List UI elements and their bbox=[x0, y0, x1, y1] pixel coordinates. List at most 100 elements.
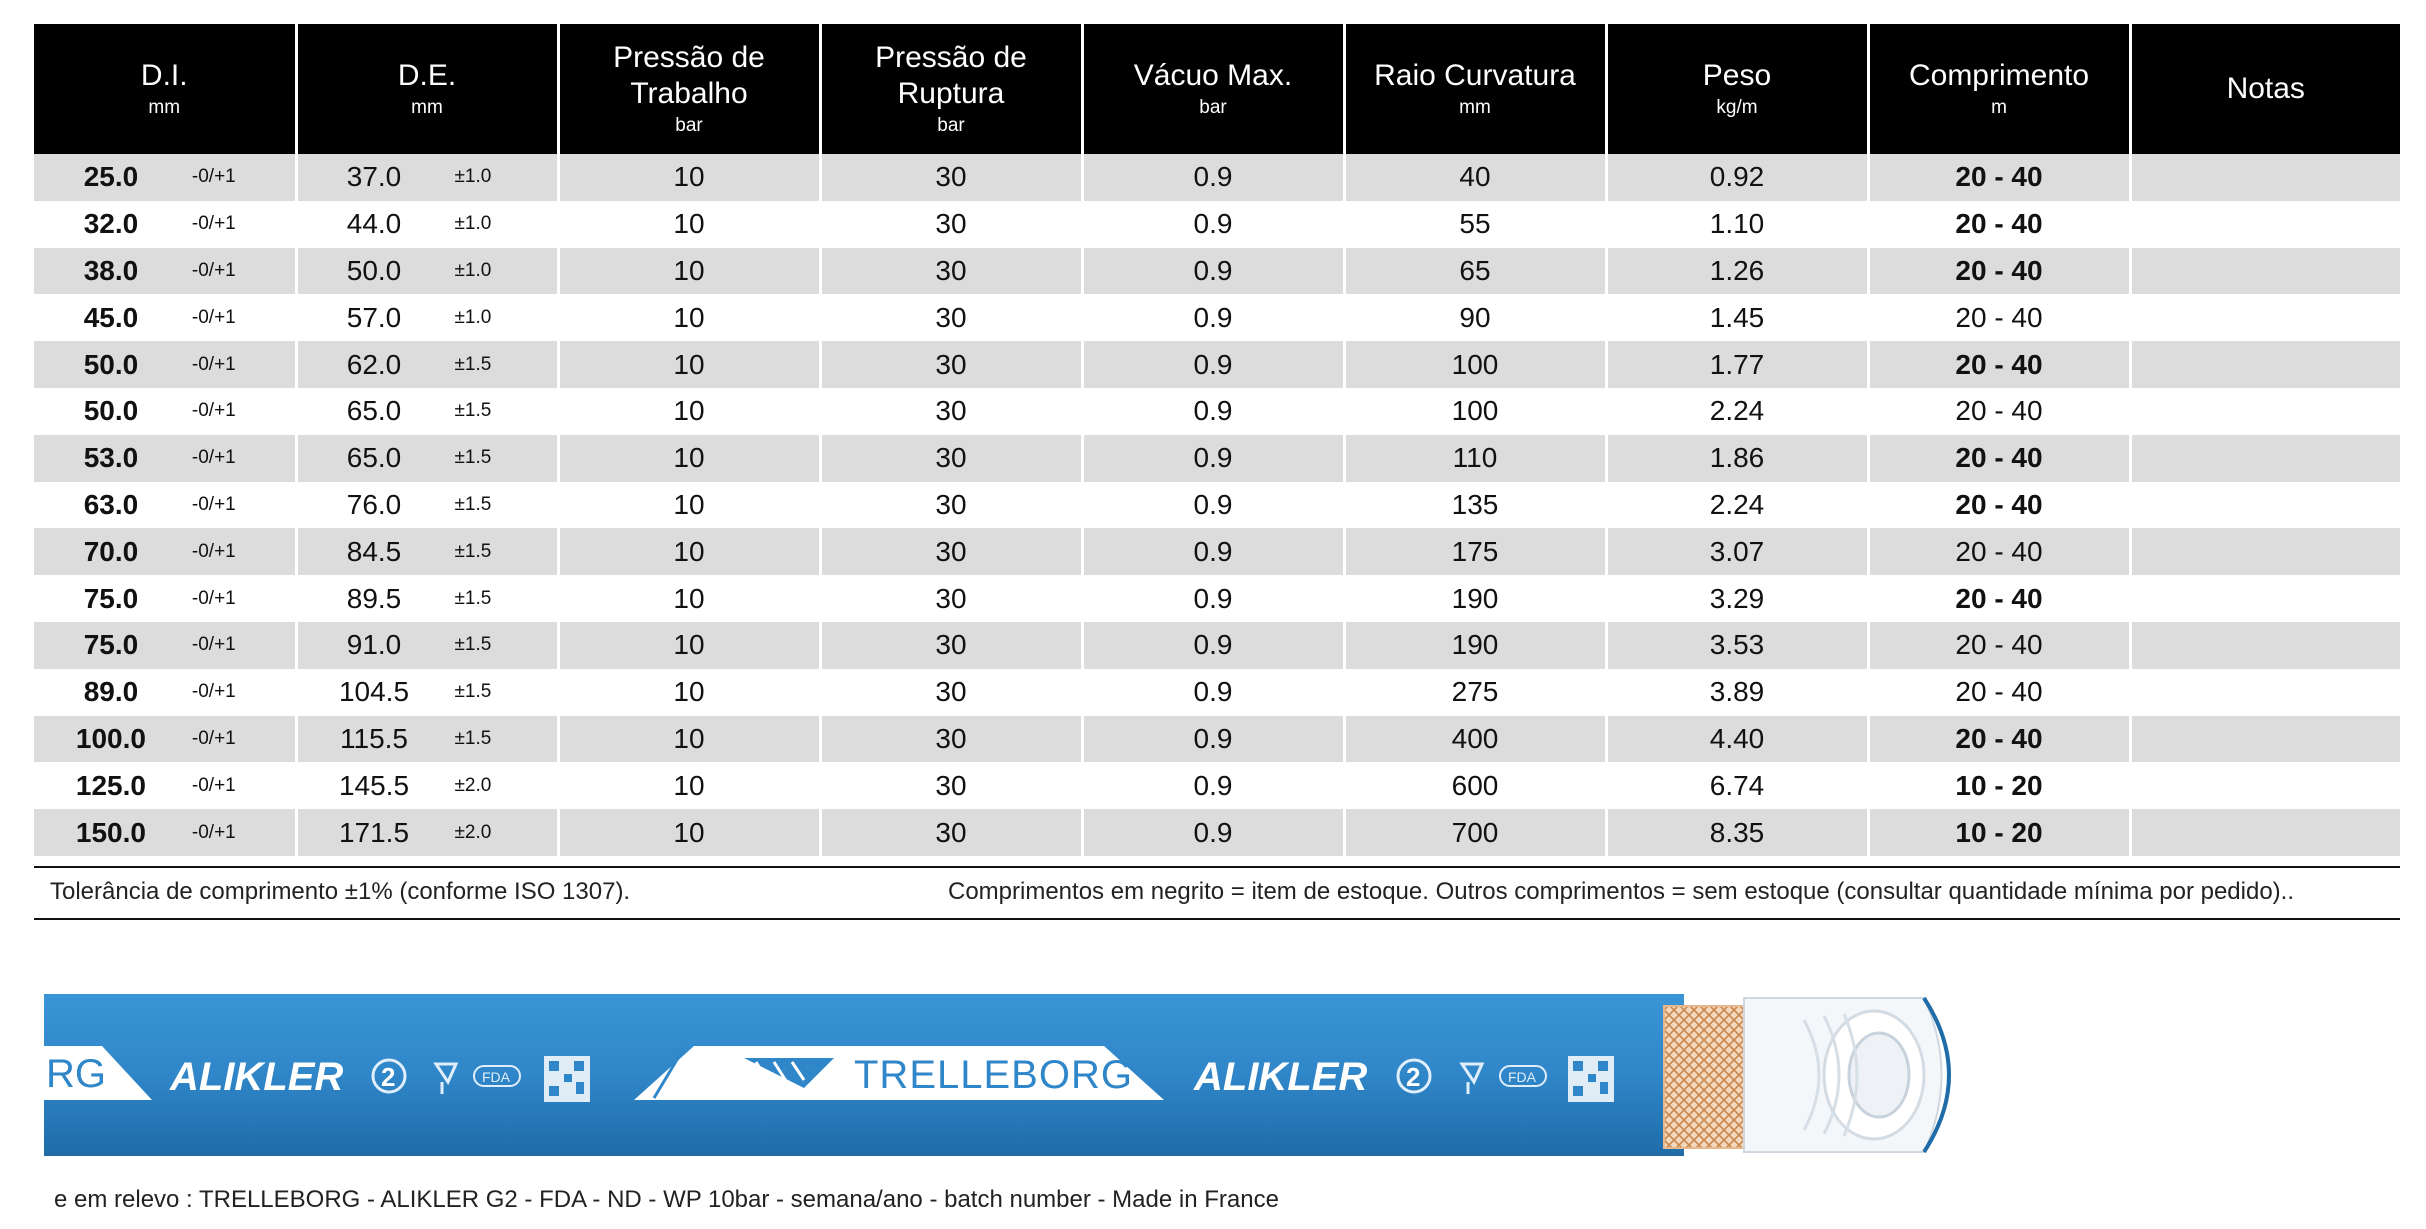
cell-notes bbox=[2130, 621, 2400, 669]
cell-inner-diameter-tolerance: -0/+1 bbox=[191, 306, 236, 328]
cell-inner-diameter: 50.0 -0/+1 bbox=[34, 341, 298, 388]
cell-inner-diameter-tolerance: -0/+1 bbox=[191, 166, 236, 188]
cell-inner-diameter: 89.0 -0/+1 bbox=[34, 668, 298, 716]
cell-bend-radius: 135 bbox=[1344, 481, 1608, 529]
cell-outer-diameter: 62.0 ±1.5 bbox=[296, 341, 560, 388]
cell-inner-diameter: 25.0 -0/+1 bbox=[34, 154, 298, 201]
cell-outer-diameter: 37.0 ±1.0 bbox=[296, 154, 560, 201]
hose-image: RG TRELLEBORG ALIKLER ALIKLER 2 FDA 2 FD… bbox=[44, 994, 1951, 1156]
table-row: 50.0 -0/+1 62.0 ±1.5 10 30 0.9 100 1.77 20 - 40 bbox=[34, 341, 2400, 388]
cell-inner-diameter: 75.0 -0/+1 bbox=[34, 621, 298, 669]
column-header: Comprimento m bbox=[1868, 24, 2132, 154]
cell-inner-diameter-tolerance: -0/+1 bbox=[191, 540, 236, 562]
cell-outer-diameter-tolerance: ±1.5 bbox=[454, 353, 492, 375]
hose-product-2: ALIKLER bbox=[1193, 1055, 1367, 1099]
cell-max-vacuum: 0.9 bbox=[1082, 387, 1346, 435]
column-header-unit: mm bbox=[411, 97, 443, 119]
cell-length: 10 - 20 bbox=[1868, 762, 2132, 810]
cell-bend-radius: 40 bbox=[1344, 154, 1608, 201]
cell-outer-diameter-tolerance: ±1.5 bbox=[454, 587, 492, 609]
cell-length: 20 - 40 bbox=[1868, 528, 2132, 576]
fda-mark-2: FDA bbox=[1508, 1069, 1537, 1085]
cell-burst-pressure: 30 bbox=[820, 575, 1084, 622]
column-header-title: Pressão de Ruptura bbox=[875, 41, 1027, 110]
cell-inner-diameter: 63.0 -0/+1 bbox=[34, 481, 298, 529]
cell-length: 20 - 40 bbox=[1868, 247, 2132, 295]
cell-bend-radius: 700 bbox=[1344, 809, 1608, 856]
cell-inner-diameter-value: 45.0 bbox=[83, 301, 139, 333]
cell-working-pressure: 10 bbox=[558, 809, 822, 856]
cell-notes bbox=[2130, 154, 2400, 201]
cell-notes bbox=[2130, 809, 2400, 856]
column-header-title: Comprimento bbox=[1908, 59, 2090, 93]
table-row: 100.0 -0/+1 115.5 ±1.5 10 30 0.9 400 4.40 20 - 40 bbox=[34, 715, 2400, 763]
cell-weight: 3.53 bbox=[1606, 621, 1870, 669]
cell-notes bbox=[2130, 481, 2400, 529]
cell-inner-diameter-value: 125.0 bbox=[75, 769, 146, 801]
cell-length: 10 - 20 bbox=[1868, 809, 2132, 856]
column-header-unit: mm bbox=[148, 97, 181, 119]
cell-inner-diameter-tolerance: -0/+1 bbox=[191, 447, 236, 469]
cell-notes bbox=[2130, 528, 2400, 576]
column-header-unit: mm bbox=[1459, 97, 1491, 119]
cell-notes bbox=[2130, 434, 2400, 482]
cell-inner-diameter-value: 32.0 bbox=[83, 208, 139, 240]
cell-outer-diameter-tolerance: ±1.5 bbox=[454, 727, 492, 749]
column-header: D.I. mm bbox=[34, 24, 298, 154]
cell-length: 20 - 40 bbox=[1868, 294, 2132, 342]
cell-outer-diameter: 91.0 ±1.5 bbox=[296, 621, 560, 669]
hose-braid bbox=[1663, 1005, 1745, 1149]
column-header-title: Pressão de Trabalho bbox=[613, 41, 765, 110]
cell-max-vacuum: 0.9 bbox=[1082, 341, 1346, 388]
column-header: Pressão de Ruptura bar bbox=[820, 24, 1084, 154]
table-header-row: D.I. mm D.E. mm Pressão de Trabalho bar Pressã… bbox=[34, 24, 2400, 154]
cell-outer-diameter-tolerance: ±1.5 bbox=[454, 447, 492, 469]
cell-max-vacuum: 0.9 bbox=[1082, 200, 1346, 248]
cell-outer-diameter: 57.0 ±1.0 bbox=[296, 294, 560, 342]
cell-length: 20 - 40 bbox=[1868, 154, 2132, 201]
cell-outer-diameter-tolerance: ±1.5 bbox=[454, 540, 492, 562]
cell-outer-diameter-tolerance: ±1.5 bbox=[454, 493, 492, 515]
cell-max-vacuum: 0.9 bbox=[1082, 809, 1346, 856]
cell-bend-radius: 110 bbox=[1344, 434, 1608, 482]
cell-inner-diameter: 75.0 -0/+1 bbox=[34, 575, 298, 622]
cell-max-vacuum: 0.9 bbox=[1082, 528, 1346, 576]
footnote-length-tolerance: Tolerância de comprimento ±1% (conforme … bbox=[50, 878, 631, 905]
cell-notes bbox=[2130, 575, 2400, 622]
cell-inner-diameter-value: 150.0 bbox=[75, 816, 146, 848]
table-row: 89.0 -0/+1 104.5 ±1.5 10 30 0.9 275 3.89 20 - 40 bbox=[34, 668, 2400, 716]
cell-working-pressure: 10 bbox=[558, 247, 822, 295]
cell-inner-diameter-tolerance: -0/+1 bbox=[191, 493, 236, 515]
cell-inner-diameter-tolerance: -0/+1 bbox=[191, 681, 236, 703]
cell-outer-diameter-tolerance: ±1.5 bbox=[454, 634, 492, 656]
cell-outer-diameter-value: 65.0 bbox=[346, 395, 402, 427]
cell-inner-diameter: 100.0 -0/+1 bbox=[34, 715, 298, 763]
cell-inner-diameter-tolerance: -0/+1 bbox=[191, 400, 236, 422]
cell-outer-diameter-value: 62.0 bbox=[346, 348, 402, 380]
cell-weight: 3.89 bbox=[1606, 668, 1870, 716]
cell-weight: 2.24 bbox=[1606, 481, 1870, 529]
cell-inner-diameter-value: 89.0 bbox=[83, 676, 139, 708]
cell-length: 20 - 40 bbox=[1868, 668, 2132, 716]
cell-outer-diameter-value: 65.0 bbox=[346, 442, 402, 474]
cell-weight: 1.26 bbox=[1606, 247, 1870, 295]
column-header-title: D.E. bbox=[397, 59, 457, 93]
cell-inner-diameter-tolerance: -0/+1 bbox=[191, 727, 236, 749]
cell-burst-pressure: 30 bbox=[820, 294, 1084, 342]
cell-bend-radius: 600 bbox=[1344, 762, 1608, 810]
cell-inner-diameter-value: 70.0 bbox=[83, 535, 139, 567]
cell-outer-diameter-value: 76.0 bbox=[346, 488, 402, 520]
cell-max-vacuum: 0.9 bbox=[1082, 247, 1346, 295]
table-body: 25.0 -0/+1 37.0 ±1.0 10 30 0.9 40 0.92 20 - 40 32.… bbox=[34, 154, 2400, 856]
column-header-title: Raio Curvatura bbox=[1374, 59, 1576, 93]
column-header-title: Notas bbox=[2226, 72, 2305, 106]
hose-banner-left bbox=[44, 1046, 152, 1100]
column-header-unit: bar bbox=[1199, 97, 1227, 119]
cell-weight: 1.10 bbox=[1606, 200, 1870, 248]
cell-inner-diameter-value: 75.0 bbox=[83, 582, 139, 614]
cell-outer-diameter-tolerance: ±1.0 bbox=[454, 213, 492, 235]
embossed-marking-text: e em relevo : TRELLEBORG - ALIKLER G2 - … bbox=[54, 1186, 1279, 1213]
footnote-divider-top bbox=[34, 866, 2400, 868]
cell-burst-pressure: 30 bbox=[820, 341, 1084, 388]
cell-outer-diameter-value: 89.5 bbox=[346, 582, 402, 614]
